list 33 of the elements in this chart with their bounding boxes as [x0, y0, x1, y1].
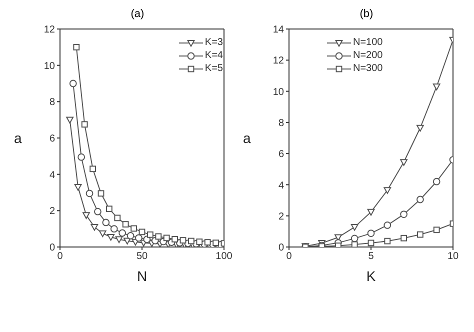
x-tick-label: 5: [368, 251, 374, 262]
y-tick-label: 14: [272, 24, 284, 36]
y-tick-label: 0: [49, 242, 56, 254]
y-tick-label: 2: [278, 211, 284, 222]
y-axis-title: a: [14, 130, 22, 146]
legend-label: K=4: [204, 49, 223, 62]
y-tick-label: 12: [44, 24, 56, 36]
x-tick-label: 100: [216, 251, 233, 262]
chart-title: (b): [358, 8, 374, 22]
y-tick-label: 8: [49, 97, 56, 108]
x-tick-label: 0: [286, 251, 292, 262]
y-tick-label: 8: [278, 118, 284, 129]
x-axis-title: N: [136, 268, 148, 284]
y-tick-label: 6: [49, 134, 56, 145]
legend-label: K=3: [204, 36, 223, 49]
y-tick-label: 2: [49, 206, 56, 218]
y-tick-label: 0: [278, 242, 284, 254]
legend-label: N=300: [353, 62, 383, 75]
y-tick-label: 12: [272, 56, 284, 67]
legend-label: K=5: [204, 62, 223, 75]
y-tick-label: 4: [49, 170, 56, 181]
x-tick-label: 50: [136, 251, 148, 262]
legend-label: N=200: [353, 49, 383, 62]
y-tick-label: 10: [272, 86, 284, 98]
y-axis-title: a: [243, 130, 251, 146]
legend-label: N=100: [353, 36, 383, 49]
x-tick-label: 10: [447, 251, 459, 262]
chart-title: (a): [130, 8, 146, 22]
y-tick-label: 4: [278, 180, 284, 192]
y-tick-label: 10: [44, 60, 56, 72]
x-axis-title: K: [366, 268, 376, 284]
y-tick-label: 6: [278, 149, 284, 160]
x-tick-label: 0: [57, 251, 64, 262]
